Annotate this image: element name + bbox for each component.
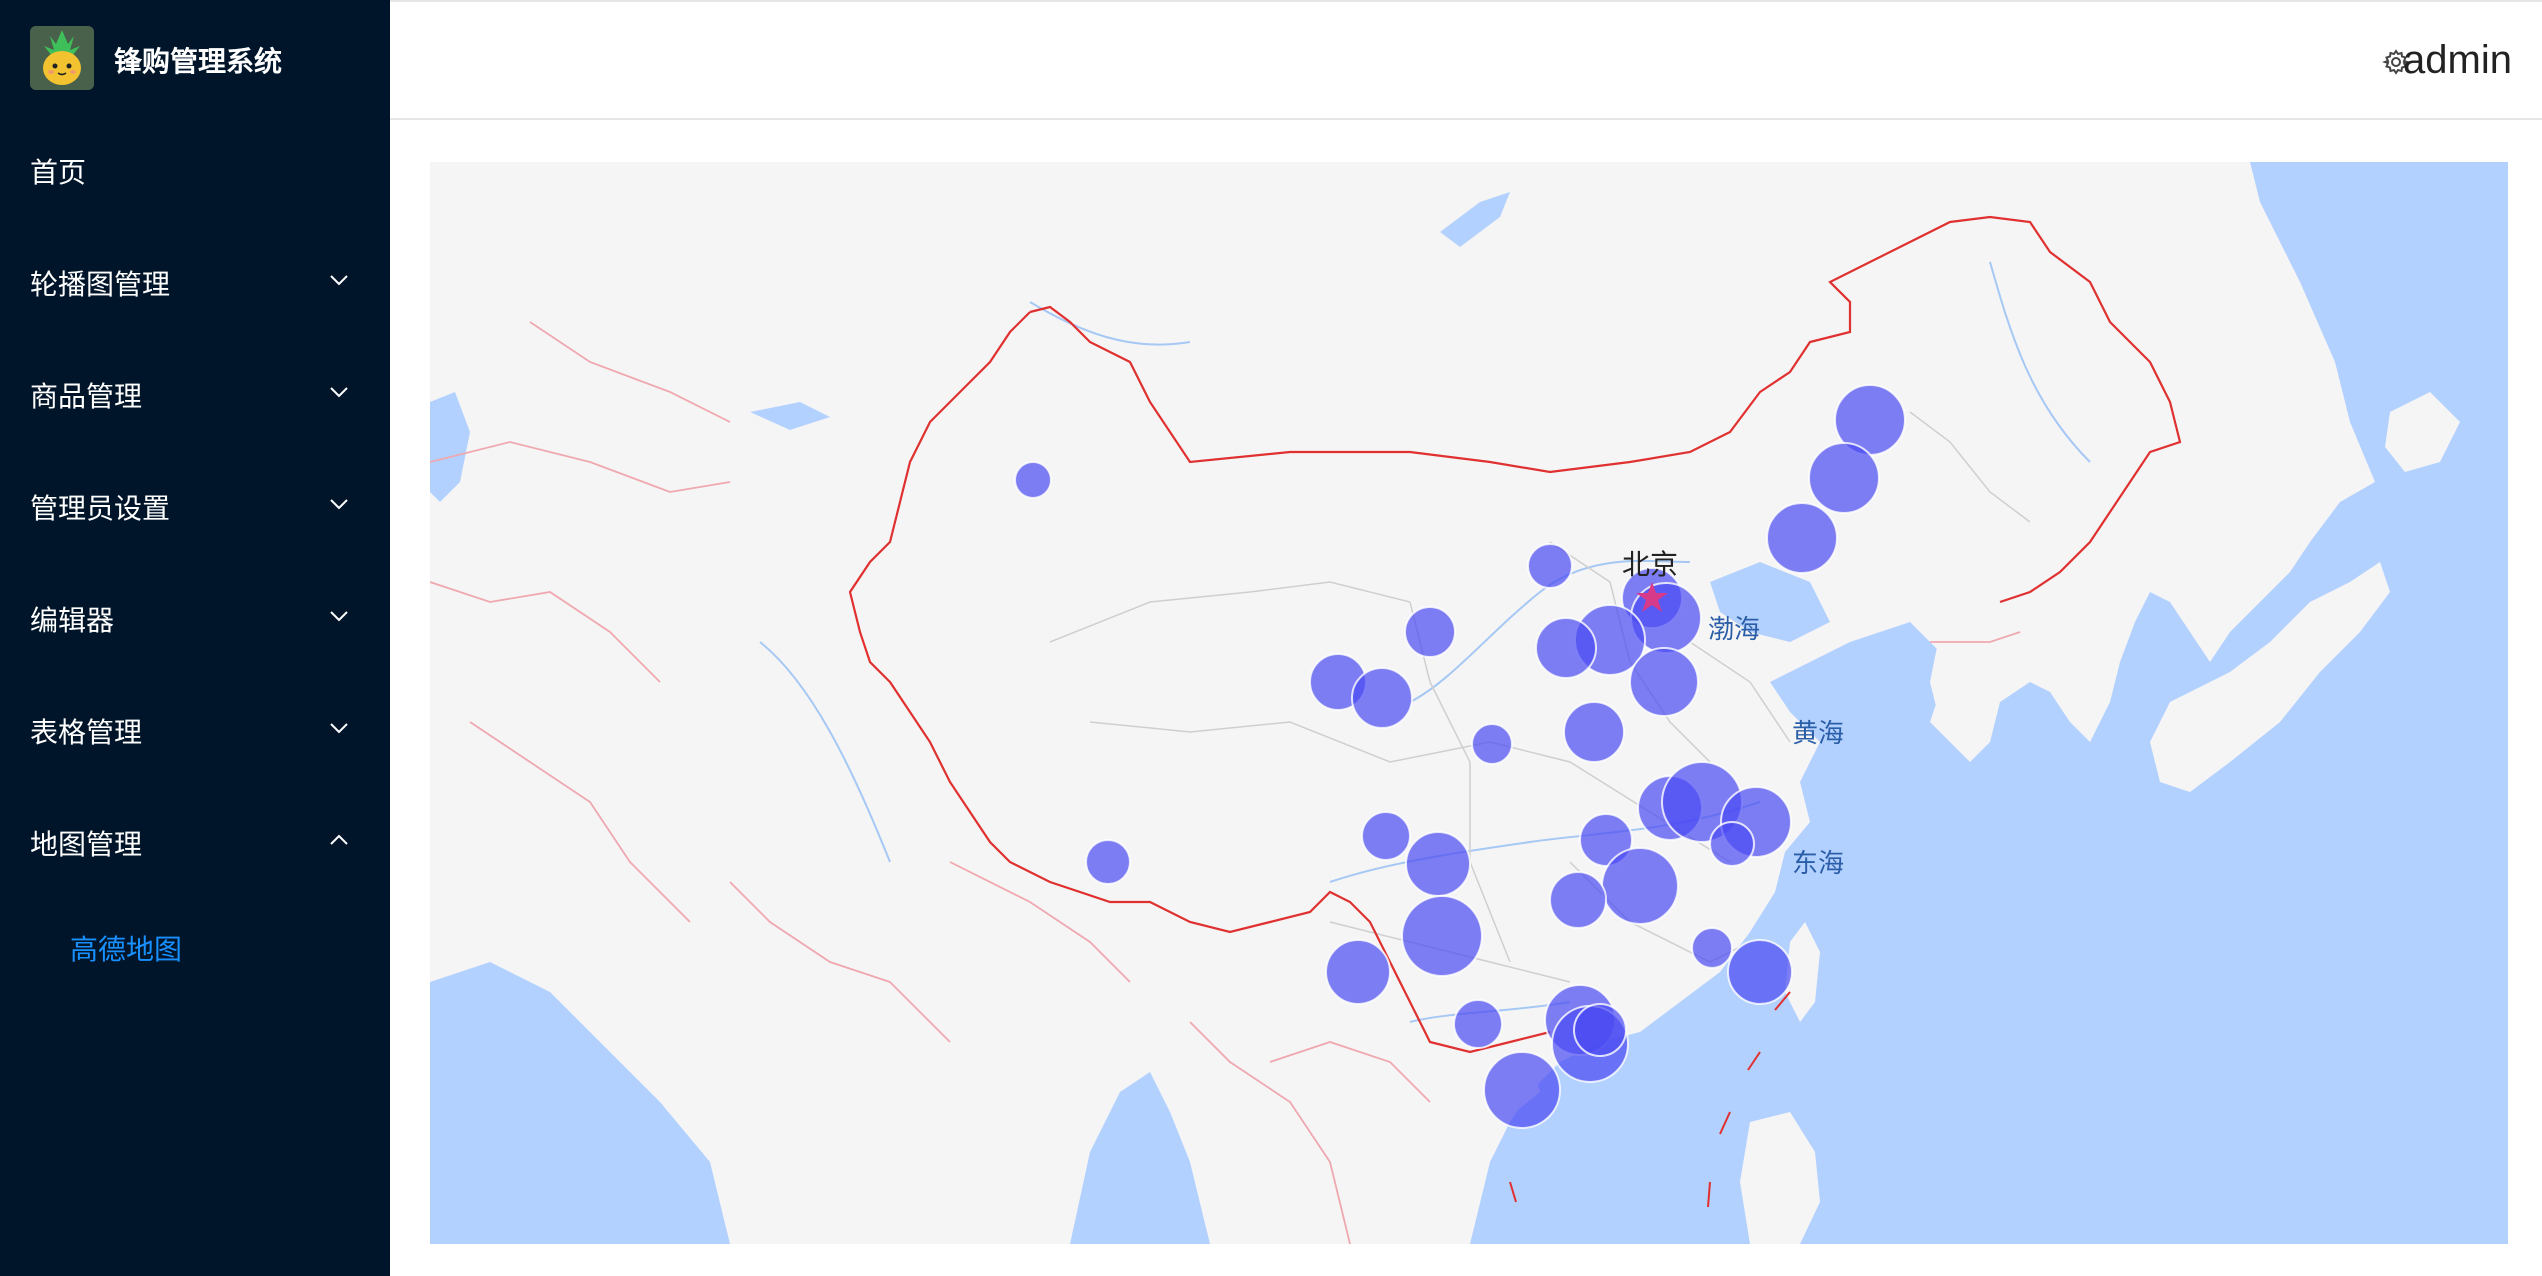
china-border [848, 215, 2182, 1054]
app-title: 锋购管理系统 [114, 45, 283, 78]
lake-balkhash [750, 402, 830, 430]
sea-yellow [1770, 622, 1950, 822]
data-bubble[interactable] [1629, 647, 1699, 717]
data-bubble[interactable] [1351, 667, 1413, 729]
data-bubble[interactable] [1453, 999, 1503, 1049]
logo-area[interactable]: 锋购管理系统 [0, 0, 390, 115]
menu-item-home[interactable]: 首页 [0, 115, 390, 227]
menu-item-products[interactable]: 商品管理 [0, 339, 390, 451]
capital-label: 北京 [1622, 548, 1678, 581]
data-bubble[interactable] [1766, 502, 1838, 574]
data-bubble[interactable] [1727, 939, 1793, 1005]
data-bubble[interactable] [1601, 847, 1679, 925]
sidebar: 锋购管理系统 首页 轮播图管理 商品管理 管理员设置 编辑器 表格管理 地图管理… [0, 0, 390, 1276]
data-bubble[interactable] [1709, 821, 1755, 867]
menu-item-label: 轮播图管理 [30, 268, 171, 301]
data-bubble[interactable] [1549, 871, 1607, 929]
menu-item-carousel[interactable]: 轮播图管理 [0, 227, 390, 339]
data-bubble[interactable] [1579, 813, 1633, 867]
sea-label-bohai: 渤海 [1708, 615, 1760, 645]
data-bubble[interactable] [1361, 811, 1411, 861]
chevron-down-icon [330, 499, 348, 510]
data-bubble[interactable] [1404, 606, 1456, 658]
sea-bohai [1710, 562, 1830, 642]
data-bubble[interactable] [1405, 831, 1471, 897]
map-container[interactable]: 北京 渤海 黄海 东海 [430, 162, 2508, 1244]
menu-item-tables[interactable]: 表格管理 [0, 675, 390, 787]
data-bubble[interactable] [1471, 723, 1513, 765]
neighbor-borders [430, 321, 2021, 1244]
sea-bengal [1070, 1072, 1210, 1244]
user-name[interactable]: admin [2403, 38, 2512, 82]
menu-item-admin-settings[interactable]: 管理员设置 [0, 451, 390, 563]
chevron-up-icon [330, 834, 348, 845]
data-bubble[interactable] [1085, 839, 1131, 885]
data-bubble[interactable] [1483, 1051, 1561, 1129]
data-bubble[interactable] [1527, 543, 1573, 589]
data-bubble[interactable] [1325, 939, 1391, 1005]
sea-arabian [430, 962, 730, 1244]
menu-item-editor[interactable]: 编辑器 [0, 563, 390, 675]
header: admin [390, 0, 2542, 120]
data-bubble[interactable] [1014, 461, 1052, 499]
data-bubble[interactable] [1535, 617, 1597, 679]
land-philippines [1740, 1112, 1820, 1244]
sea-label-donghai: 东海 [1792, 849, 1844, 879]
land-korea [1910, 542, 2020, 732]
settings-icon[interactable] [2382, 48, 2410, 76]
data-bubble[interactable] [1808, 442, 1880, 514]
land-japan [2150, 562, 2390, 792]
submenu-item-amap[interactable]: 高德地图 [0, 892, 390, 1004]
submenu-item-label: 高德地图 [70, 933, 183, 966]
menu-item-label: 表格管理 [30, 716, 143, 749]
land-taiwan [1785, 922, 1820, 1022]
lake-caspian [430, 392, 470, 502]
menu-item-label: 编辑器 [30, 604, 115, 637]
menu-item-label: 首页 [30, 156, 87, 189]
menu-item-maps[interactable]: 地图管理 [0, 787, 390, 899]
maritime-boundary [1509, 991, 1791, 1208]
chevron-down-icon [330, 387, 348, 398]
land-hokkaido [2385, 392, 2460, 472]
chevron-down-icon [330, 723, 348, 734]
data-bubble[interactable] [1563, 701, 1625, 763]
menu-item-label: 地图管理 [30, 828, 143, 861]
app-logo [30, 26, 94, 90]
data-bubble[interactable] [1573, 1003, 1627, 1057]
menu-item-label: 商品管理 [30, 380, 143, 413]
chevron-down-icon [330, 275, 348, 286]
lake-baikal [1440, 192, 1510, 247]
chevron-down-icon [330, 611, 348, 622]
data-bubble[interactable] [1401, 895, 1483, 977]
capital-star-icon [1636, 582, 1668, 612]
sea-label-huanghai: 黄海 [1792, 719, 1844, 749]
data-bubble[interactable] [1691, 927, 1733, 969]
menu-item-label: 管理员设置 [30, 492, 171, 525]
map-canvas[interactable]: 北京 渤海 黄海 东海 [430, 162, 2508, 1244]
